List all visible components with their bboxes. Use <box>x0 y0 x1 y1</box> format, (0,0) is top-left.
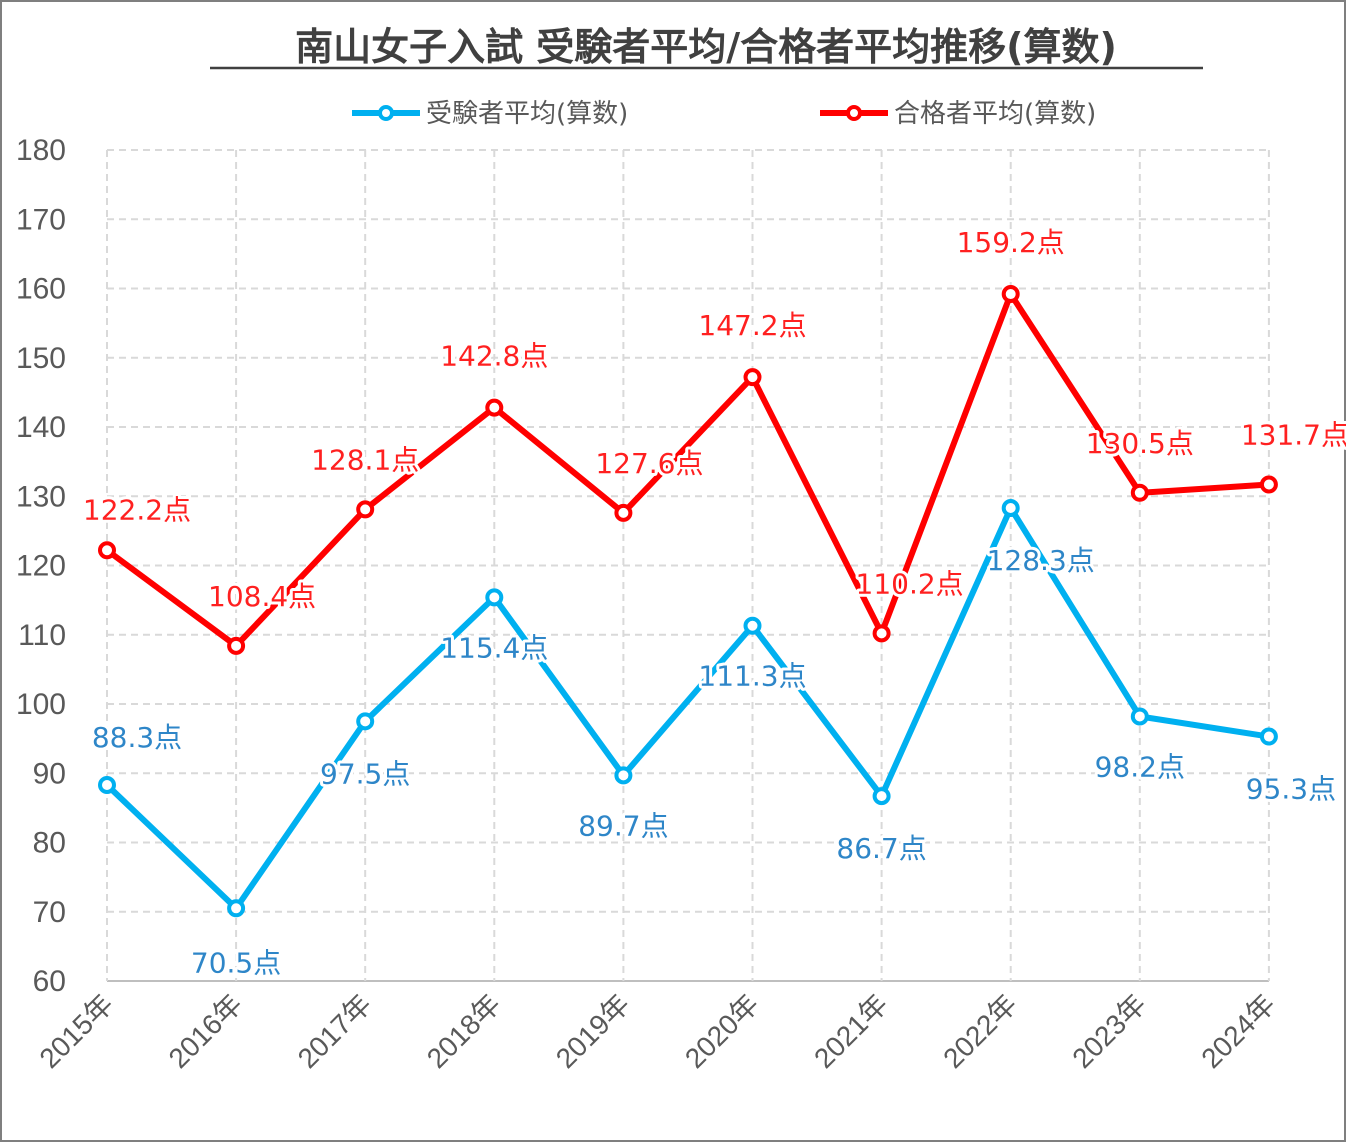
data-label: 88.3点 <box>92 721 182 754</box>
x-tick-label: 2023年 <box>1066 988 1152 1074</box>
y-tick-label: 80 <box>33 827 66 860</box>
data-label: 128.3点 <box>987 544 1095 577</box>
data-point <box>1130 707 1149 726</box>
x-tick-label: 2015年 <box>33 988 119 1074</box>
series-line <box>104 505 1272 912</box>
data-point <box>614 503 633 522</box>
data-point <box>872 787 891 806</box>
data-point <box>1259 475 1278 494</box>
data-point <box>356 500 375 519</box>
x-tick-label: 2019年 <box>550 988 636 1074</box>
data-point <box>227 899 246 918</box>
series-2 <box>98 285 1278 655</box>
y-tick-label: 150 <box>16 342 66 375</box>
legend-entry-label: 受験者平均(算数) <box>426 99 628 129</box>
series-line <box>104 291 1272 649</box>
y-tick-label: 120 <box>16 550 66 583</box>
data-label: 97.5点 <box>320 757 410 790</box>
data-point <box>1001 499 1020 518</box>
data-label: 147.2点 <box>698 309 806 342</box>
y-tick-label: 90 <box>33 757 66 790</box>
data-label: 95.3点 <box>1246 773 1336 806</box>
data-point <box>1001 285 1020 304</box>
data-label: 130.5点 <box>1086 427 1194 460</box>
data-point <box>98 776 116 795</box>
data-label: 70.5点 <box>191 946 281 979</box>
series-layer <box>98 285 1278 918</box>
chart-title-group: 南山女子入試 受験者平均/合格者平均推移(算数) <box>210 25 1203 70</box>
data-point <box>1130 483 1149 502</box>
data-label: 127.6点 <box>595 447 703 480</box>
data-label: 98.2点 <box>1095 750 1185 783</box>
x-tick-label: 2016年 <box>163 988 249 1074</box>
data-label: 89.7点 <box>578 809 668 842</box>
data-label: 159.2点 <box>957 226 1065 259</box>
y-axis: 60 70 80 90 100 110 120 130 140 150 160 170 180 <box>16 134 66 998</box>
data-point <box>227 636 246 655</box>
data-label: 131.7点 <box>1241 418 1346 451</box>
x-tick-label: 2020年 <box>679 988 765 1074</box>
x-tick-label: 2021年 <box>808 988 894 1074</box>
legend-marker <box>378 105 394 121</box>
y-tick-label: 130 <box>16 480 66 513</box>
y-tick-label: 170 <box>16 203 66 236</box>
data-label: 128.1点 <box>311 443 419 476</box>
data-label-layer: 88.3点 70.5点 97.5点 115.4点 89.7点 111.3点 86.7点 128… <box>80 223 1346 982</box>
data-point <box>872 624 891 643</box>
series-1 <box>98 499 1278 918</box>
legend: 受験者平均(算数) 合格者平均(算数) <box>352 99 1096 129</box>
data-label: 111.3点 <box>698 660 806 693</box>
x-tick-label: 2017年 <box>292 988 378 1074</box>
y-tick-label: 140 <box>16 411 66 444</box>
data-point <box>743 616 762 635</box>
y-tick-label: 110 <box>18 619 66 652</box>
x-tick-label: 2022年 <box>937 988 1023 1074</box>
grid <box>106 149 1270 982</box>
y-tick-label: 100 <box>16 688 66 721</box>
y-tick-label: 180 <box>16 134 66 167</box>
legend-entry-label: 合格者平均(算数) <box>894 99 1096 129</box>
data-point <box>485 588 504 607</box>
data-point <box>1259 727 1278 746</box>
data-point <box>98 541 116 560</box>
x-tick-label: 2018年 <box>421 988 507 1074</box>
data-point <box>356 712 375 731</box>
data-point <box>743 368 762 387</box>
chart-title: 南山女子入試 受験者平均/合格者平均推移(算数) <box>295 25 1117 69</box>
data-label: 115.4点 <box>440 631 548 664</box>
data-label: 86.7点 <box>836 832 926 865</box>
data-label: 142.8点 <box>440 340 548 373</box>
x-tick-label: 2024年 <box>1195 988 1281 1074</box>
y-tick-label: 160 <box>16 273 66 306</box>
legend-marker <box>846 105 862 121</box>
y-tick-label: 60 <box>33 965 66 998</box>
data-label: 108.4点 <box>208 580 316 613</box>
data-point <box>485 398 504 417</box>
data-label: 122.2点 <box>83 493 191 526</box>
data-label: 110.2点 <box>856 567 964 600</box>
x-axis: 2015年 2016年 2017年 2018年 2019年 2020年 2021年 2022年… <box>33 988 1281 1074</box>
data-point <box>614 766 633 785</box>
y-tick-label: 70 <box>33 896 66 929</box>
